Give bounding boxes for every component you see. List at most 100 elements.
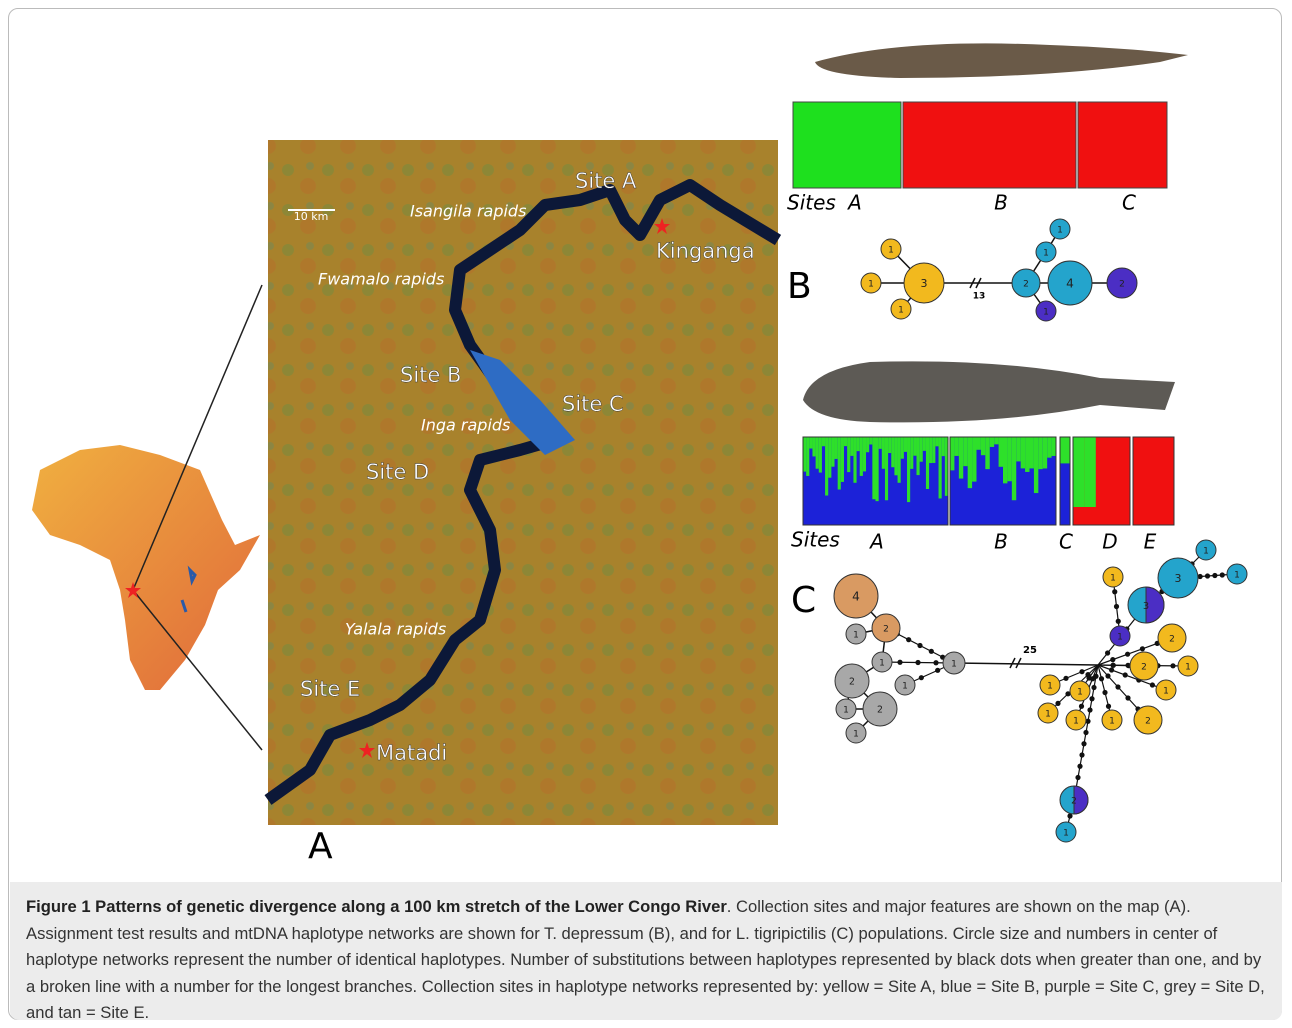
structure-col: [821, 437, 826, 447]
haplotype-count: 1: [853, 631, 859, 641]
structure-col: [875, 437, 880, 502]
structure-col: [976, 437, 982, 525]
substitution-dot: [1125, 651, 1131, 657]
structure-frame: [949, 436, 1057, 526]
map-label: Fwamalo rapids: [318, 270, 444, 289]
structure-col: [894, 437, 898, 525]
haplotype-count: 1: [1043, 249, 1049, 259]
structure-col: [916, 437, 921, 476]
africa: [32, 445, 260, 690]
site-label: B: [994, 191, 1008, 215]
haplotype-count: 1: [1185, 663, 1191, 673]
substitution-dot: [1139, 646, 1145, 652]
substitution-dot: [1105, 673, 1111, 679]
structure-col: [903, 437, 908, 525]
haplotype: [1035, 300, 1057, 322]
caption-text: . Collection sites and major features ar…: [26, 897, 1265, 1022]
structure-col: [1095, 437, 1108, 525]
haplotype-count: 4: [852, 590, 860, 604]
haplotype: [871, 651, 893, 673]
structure-col: [1016, 437, 1022, 462]
structure-col: [809, 437, 813, 449]
haplotype-count: 2: [1119, 280, 1125, 290]
substitution-dot: [1110, 662, 1116, 668]
haplotype: [1055, 821, 1077, 843]
substitution-dot: [1087, 707, 1093, 713]
structure-col: [1051, 437, 1057, 456]
structure-col: [881, 437, 886, 469]
structure-col: [1042, 437, 1048, 525]
haplotype-count: 1: [868, 280, 874, 290]
structure-col: [985, 437, 991, 470]
substitution-dot: [915, 659, 921, 666]
structure-col: [1060, 437, 1071, 525]
structure-col: [831, 437, 835, 525]
haplotype-count: 1: [1073, 717, 1079, 727]
haplotype: [1035, 241, 1057, 263]
haplotype: [1101, 709, 1123, 731]
structure-col: [837, 437, 842, 490]
structure-col: [929, 437, 933, 464]
scale-label: 10 km: [294, 210, 329, 223]
haplotype-count: 2: [1141, 663, 1147, 673]
structure-col: [1133, 437, 1175, 525]
substitution-dot: [1075, 774, 1081, 781]
structure-col: [1042, 437, 1048, 469]
structure-col: [1047, 437, 1052, 458]
structure-col: [866, 437, 870, 525]
structure-col: [900, 437, 905, 459]
structure-col: [1073, 437, 1085, 507]
structure-col: [856, 437, 861, 452]
haplotype: [1102, 566, 1124, 588]
haplotype: [1047, 260, 1093, 306]
substitution-dot: [928, 648, 934, 654]
substitution-dot: [1112, 589, 1118, 595]
structure-col: [1118, 437, 1131, 525]
structure-col: [803, 437, 807, 472]
haplotype: [1155, 679, 1177, 701]
structure-col: [950, 437, 955, 471]
substitution-dot: [1149, 682, 1155, 688]
substitution-dot: [1081, 741, 1087, 747]
structure-col: [866, 437, 870, 453]
structure-col: [1033, 437, 1039, 494]
structure-frame: [1132, 436, 1175, 526]
zoom-line: [132, 589, 263, 751]
structure-col: [985, 437, 991, 525]
map-label: Yalala rapids: [345, 620, 446, 639]
structure-col: [853, 437, 857, 483]
structure-col: [941, 437, 946, 457]
structure-col: [929, 437, 933, 525]
break-mark: [969, 277, 982, 289]
structure-col: [998, 437, 1004, 525]
structure-col: [1029, 437, 1035, 525]
haplotype: [1226, 563, 1248, 585]
haplotype: [880, 238, 902, 260]
structure-bar: [1077, 101, 1168, 189]
substitution-dot: [1219, 572, 1225, 578]
structure-col: [806, 437, 810, 525]
substitution-dot: [1065, 691, 1071, 697]
structure-col: [891, 437, 895, 525]
structure-col: [821, 437, 826, 525]
substitution-dot: [1102, 689, 1108, 696]
structure-col: [869, 437, 873, 525]
structure-col: [862, 437, 867, 472]
structure-col: [847, 437, 851, 473]
map-label: Inga rapids: [421, 416, 510, 435]
structure-col: [954, 437, 960, 456]
structure-col: [897, 437, 902, 483]
substitution-dot: [1110, 657, 1116, 663]
structure-col: [840, 437, 845, 482]
haplotype: [833, 573, 879, 619]
haplotype-count: 2: [1071, 797, 1077, 807]
haplotype: [890, 298, 912, 320]
star: [125, 582, 141, 598]
structure-col: [843, 437, 848, 447]
structure-col: [958, 437, 964, 479]
substitution-dot: [906, 637, 912, 643]
structure-col: [850, 437, 854, 456]
structure-col: [963, 437, 969, 525]
haplotype: [1039, 674, 1061, 696]
haplotype-count: 2: [1023, 280, 1029, 290]
